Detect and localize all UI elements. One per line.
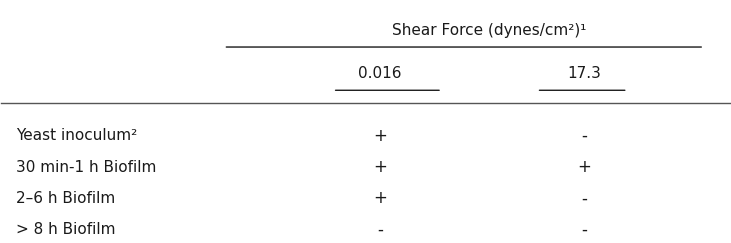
Text: +: + — [373, 158, 387, 176]
Text: +: + — [577, 158, 591, 176]
Text: +: + — [373, 189, 387, 207]
Text: +: + — [373, 127, 387, 145]
Text: > 8 h Biofilm: > 8 h Biofilm — [16, 222, 115, 237]
Text: 2–6 h Biofilm: 2–6 h Biofilm — [16, 191, 115, 206]
Text: -: - — [581, 189, 587, 207]
Text: 30 min-1 h Biofilm: 30 min-1 h Biofilm — [16, 160, 156, 175]
Text: -: - — [581, 221, 587, 239]
Text: 17.3: 17.3 — [567, 66, 601, 81]
Text: Shear Force (dynes/cm²)¹: Shear Force (dynes/cm²)¹ — [392, 23, 586, 38]
Text: -: - — [581, 127, 587, 145]
Text: 0.016: 0.016 — [358, 66, 402, 81]
Text: Yeast inoculum²: Yeast inoculum² — [16, 128, 137, 143]
Text: -: - — [377, 221, 383, 239]
